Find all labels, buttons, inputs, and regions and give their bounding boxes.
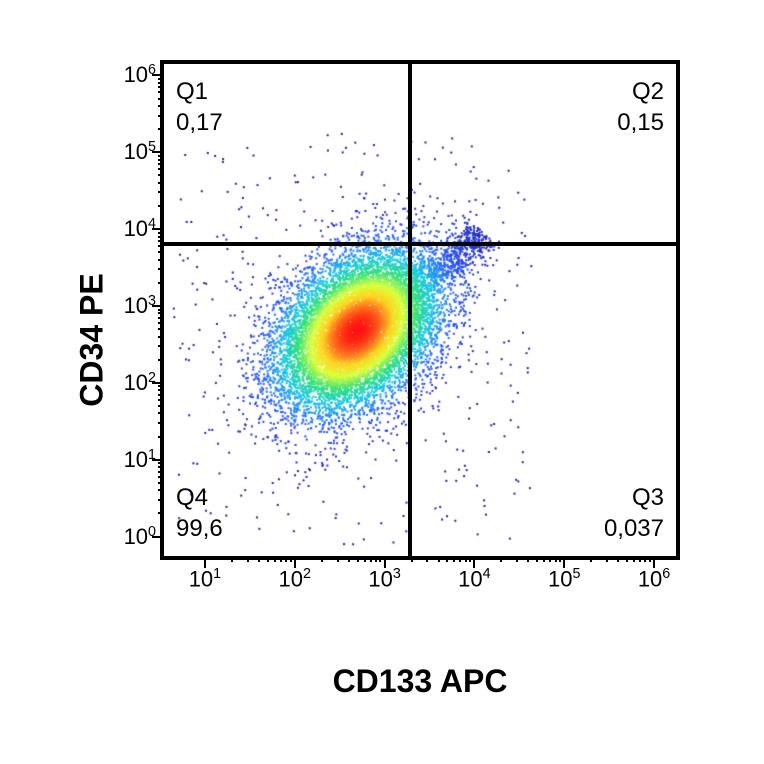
quadrant-q2-label: Q2 0,15 bbox=[617, 76, 664, 138]
quadrant-q1-label: Q1 0,17 bbox=[176, 76, 223, 138]
quadrant-gate-vertical bbox=[408, 64, 412, 556]
quadrant-q4-label: Q4 99,6 bbox=[176, 482, 223, 544]
x-axis-label: CD133 APC bbox=[333, 663, 508, 700]
x-axis-ticks: 101102103104105106 bbox=[160, 560, 680, 600]
plot-area: Q1 0,17 Q2 0,15 Q3 0,037 Q4 99,6 bbox=[160, 60, 680, 560]
scatter-canvas bbox=[164, 64, 676, 556]
quadrant-gate-horizontal bbox=[164, 242, 676, 246]
flow-cytometry-chart: CD34 PE 100101102103104105106 Q1 0,17 Q2… bbox=[100, 60, 680, 620]
quadrant-q3-label: Q3 0,037 bbox=[604, 482, 664, 544]
y-axis-ticks: 100101102103104105106 bbox=[100, 60, 160, 560]
